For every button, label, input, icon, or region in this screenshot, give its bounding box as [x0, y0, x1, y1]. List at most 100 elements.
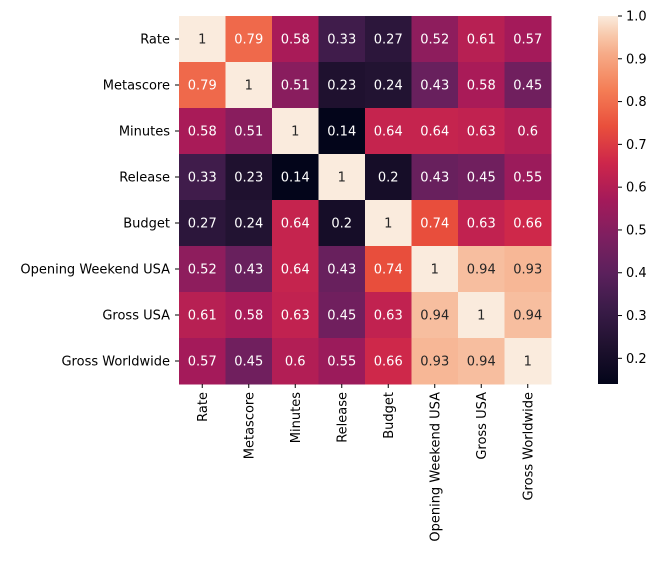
- heatmap-cell: [225, 338, 273, 385]
- cell-annotation: 0.14: [281, 171, 310, 186]
- column-labels: Rate Metascore Minutes Release Budget Opening…: [196, 384, 536, 542]
- column-label: Rate: [196, 392, 211, 422]
- heatmap-cell: [458, 246, 505, 293]
- cell-annotation: 0.43: [420, 79, 449, 94]
- cell-annotation: 0.57: [188, 355, 217, 370]
- cell-annotation: 0.58: [467, 79, 496, 94]
- heatmap-cell: [504, 154, 552, 201]
- cell-annotation: 0.52: [420, 33, 449, 48]
- heatmap-cell: [225, 62, 273, 109]
- heatmap-cell: [504, 62, 552, 109]
- cell-annotation: 0.64: [420, 125, 449, 140]
- cell-annotation: 0.51: [234, 125, 263, 140]
- heatmap-cell: [225, 292, 273, 339]
- cell-annotation: 1: [431, 263, 439, 278]
- row-label: Budget: [123, 217, 170, 232]
- heatmap-cell: [272, 62, 319, 109]
- heatmap-cell: [458, 154, 505, 201]
- heatmap-cell: [318, 338, 366, 385]
- cell-annotation: 0.33: [327, 33, 356, 48]
- cell-annotation: 0.58: [234, 309, 263, 324]
- cell-annotation: 0.94: [513, 309, 542, 324]
- cell-annotation: 0.57: [513, 33, 542, 48]
- cell-annotation: 0.94: [467, 263, 496, 278]
- cell-annotation: 0.93: [420, 355, 449, 370]
- colorbar-tick-label: 0.6: [626, 181, 647, 196]
- cell-annotation: 0.66: [513, 217, 542, 232]
- cell-annotation: 1: [245, 79, 253, 94]
- heatmap-cell: [411, 62, 459, 109]
- cell-annotation: 0.23: [234, 171, 263, 186]
- cell-annotation: 0.63: [374, 309, 403, 324]
- colorbar-tick-label: 0.8: [626, 95, 647, 110]
- colorbar-tick-label: 0.5: [626, 223, 647, 238]
- row-label: Minutes: [119, 125, 170, 140]
- heatmap-cell: [318, 16, 366, 63]
- cell-annotation: 0.61: [467, 33, 496, 48]
- row-label: Gross USA: [102, 309, 170, 324]
- cell-annotation: 1: [338, 171, 346, 186]
- heatmap-cell: [504, 108, 552, 155]
- cell-annotation: 0.63: [467, 217, 496, 232]
- cell-annotation: 0.6: [517, 125, 538, 140]
- cell-annotation: 0.55: [327, 355, 356, 370]
- heatmap-cell: [411, 246, 459, 293]
- cell-annotation: 0.63: [281, 309, 310, 324]
- heatmap-cell: [504, 16, 552, 63]
- heatmap-cell: [411, 292, 459, 339]
- colorbar-tick-label: 1.0: [626, 10, 647, 25]
- colorbar-tick-label: 0.7: [626, 138, 647, 153]
- heatmap-cell: [179, 108, 226, 155]
- column-label: Metascore: [242, 392, 257, 459]
- cell-annotation: 0.64: [281, 263, 310, 278]
- cell-annotation: 0.43: [327, 263, 356, 278]
- heatmap-cell: [458, 338, 505, 385]
- cell-annotation: 0.27: [188, 217, 217, 232]
- heatmap-cell: [504, 338, 552, 385]
- heatmap-cell: [179, 246, 226, 293]
- heatmap-cell: [272, 154, 319, 201]
- heatmap-cell: [179, 16, 226, 63]
- heatmap-cell: [411, 338, 459, 385]
- heatmap-cell: [411, 200, 459, 247]
- cell-annotation: 0.74: [374, 263, 403, 278]
- heatmap-cell: [179, 62, 226, 109]
- heatmap-cell: [411, 108, 459, 155]
- heatmap-cell: [225, 154, 273, 201]
- cell-annotation: 0.27: [374, 33, 403, 48]
- cell-annotation: 0.45: [234, 355, 263, 370]
- row-label: Opening Weekend USA: [20, 263, 170, 278]
- heatmap-cell: [365, 292, 412, 339]
- cell-annotation: 0.61: [188, 309, 217, 324]
- cell-annotation: 0.43: [420, 171, 449, 186]
- row-labels: Rate Metascore Minutes Release Budget Opening…: [20, 33, 179, 370]
- cell-annotation: 0.24: [234, 217, 263, 232]
- cell-annotation: 0.43: [234, 263, 263, 278]
- heatmap-cells: [179, 16, 552, 385]
- cell-annotation: 0.24: [374, 79, 403, 94]
- heatmap-cell: [225, 200, 273, 247]
- heatmap-cell: [225, 246, 273, 293]
- heatmap-cell: [179, 200, 226, 247]
- heatmap-cell: [318, 62, 366, 109]
- cell-annotation: 0.93: [513, 263, 542, 278]
- heatmap-cell: [365, 108, 412, 155]
- colorbar-gradient: [598, 16, 618, 384]
- colorbar-tick-label: 0.2: [626, 352, 647, 367]
- heatmap-cell: [179, 338, 226, 385]
- row-label: Gross Worldwide: [61, 355, 170, 370]
- heatmap-cell: [272, 292, 319, 339]
- colorbar: 0.2 0.3 0.4 0.5 0.6 0.7 0.8 0.9 1.0: [598, 10, 647, 384]
- cell-annotation: 0.64: [374, 125, 403, 140]
- cell-annotation: 0.2: [378, 171, 399, 186]
- column-label: Opening Weekend USA: [428, 392, 443, 542]
- row-label: Metascore: [103, 79, 170, 94]
- heatmap-cell: [318, 154, 366, 201]
- heatmap-cell: [318, 108, 366, 155]
- heatmap-cell: [411, 16, 459, 63]
- cell-annotation: 0.52: [188, 263, 217, 278]
- cell-annotation: 0.33: [188, 171, 217, 186]
- column-label: Gross Worldwide: [521, 392, 536, 501]
- cell-annotation: 1: [524, 355, 532, 370]
- heatmap-cell: [272, 200, 319, 247]
